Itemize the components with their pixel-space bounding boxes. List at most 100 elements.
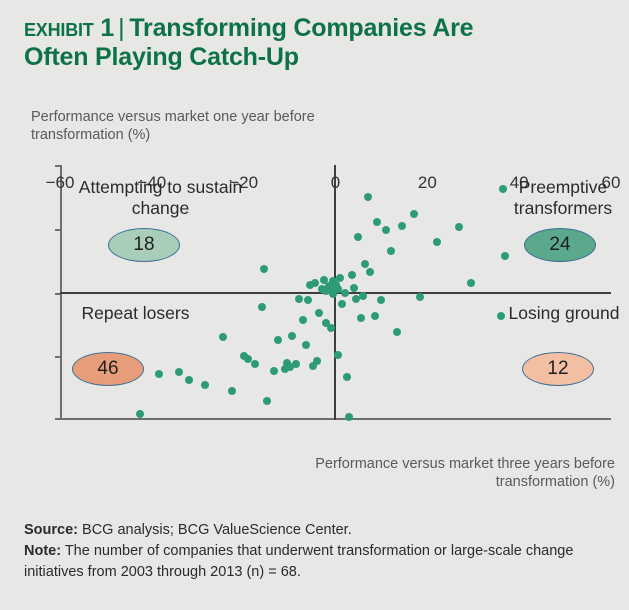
scatter-point: [184, 376, 193, 385]
scatter-point: [336, 274, 345, 283]
scatter-point: [310, 278, 319, 287]
source-text: BCG analysis; BCG ValueScience Center.: [78, 522, 352, 538]
y-tickmark: [55, 418, 60, 420]
x-tick: 20: [417, 173, 437, 192]
title-text-1: Transforming Companies Are: [129, 14, 474, 42]
scatter-point: [285, 363, 294, 372]
quadrant-label-preemptive-transformers: Preemptive transformers: [513, 177, 613, 218]
scatter-point: [260, 264, 269, 273]
scatter-point: [251, 360, 260, 369]
x-tick: −40: [137, 173, 167, 192]
scatter-point: [499, 184, 508, 193]
scatter-point: [416, 293, 425, 302]
quadrant-value-preemptive-transformers: 24: [524, 228, 596, 262]
scatter-point: [175, 368, 184, 377]
scatter-point: [294, 294, 303, 303]
scatter-point: [322, 318, 331, 327]
scatter-point: [372, 218, 381, 227]
exhibit-label: Exhibit 1: [24, 14, 115, 42]
plot-area: −60 −40 −20 0 20 40 60: [46, 165, 620, 421]
scatter-point: [154, 369, 163, 378]
scatter-point: [393, 328, 402, 337]
scatter-point: [283, 358, 292, 367]
scatter-point: [262, 396, 271, 405]
scatter-point: [308, 361, 317, 370]
scatter-point: [363, 192, 372, 201]
footer-notes: Source: BCG analysis; BCG ValueScience C…: [24, 520, 614, 583]
source-line: Source: BCG analysis; BCG ValueScience C…: [24, 520, 614, 541]
scatter-point: [365, 267, 374, 276]
scatter-point: [326, 283, 335, 292]
scatter-point: [359, 291, 368, 300]
y-tickmark: [55, 292, 60, 295]
note-line: Note: The number of companies that under…: [24, 541, 614, 583]
scatter-point: [382, 226, 390, 235]
scatter-point: [136, 409, 145, 418]
title-line-2: Often Playing Catch-Up: [24, 43, 299, 71]
scatter-point: [349, 283, 358, 292]
scatter-point: [455, 223, 464, 232]
scatter-point: [432, 237, 441, 246]
quadrant-label-attempting-to-sustain-change: Attempting to sustain change: [78, 177, 243, 218]
scatter-point: [228, 387, 237, 396]
scatter-point: [258, 302, 267, 311]
scatter-point: [398, 221, 407, 230]
scatter-point: [303, 296, 312, 305]
scatter-point: [501, 251, 510, 260]
scatter-point: [338, 299, 347, 308]
axis-spine-bottom: [60, 418, 611, 420]
scatter-point: [370, 312, 379, 321]
scatter-point: [352, 294, 361, 303]
scatter-point: [326, 323, 335, 332]
page-title: Exhibit 1 | Transforming Companies Are Oft…: [24, 14, 614, 72]
quadrant-value-losing-ground: 12: [522, 352, 594, 386]
x-axis-label: Performance versus market three years be…: [315, 456, 615, 490]
scatter-point: [329, 290, 338, 299]
scatter-point: [239, 352, 248, 361]
scatter-point: [313, 357, 322, 366]
scatter-point: [287, 331, 296, 340]
scatter-point: [269, 366, 278, 375]
scatter-point: [386, 247, 395, 256]
title-divider: |: [118, 14, 125, 42]
scatter-point: [340, 288, 349, 297]
quadrant-label-losing-ground: Losing ground: [508, 303, 620, 323]
y-axis-label: Performance versus market one year befor…: [31, 109, 315, 143]
source-label: Source:: [24, 522, 78, 538]
quadrant-label-repeat-losers: Repeat losers: [81, 303, 190, 323]
y-tickmark: [55, 228, 60, 231]
scatter-point: [322, 286, 331, 295]
scatter-point: [292, 360, 301, 369]
scatter-point: [200, 380, 209, 389]
scatter-point: [320, 275, 329, 284]
scatter-point: [333, 285, 342, 294]
x-tick: 0: [330, 173, 341, 192]
x-tick: 60: [601, 173, 621, 192]
title-line-1: Exhibit 1 | Transforming Companies Are: [24, 14, 614, 43]
scatter-point: [361, 259, 370, 268]
scatter-point: [409, 210, 418, 219]
scatter-point: [354, 232, 363, 241]
quadrant-value-attempting-to-sustain-change: 18: [108, 228, 180, 262]
scatter-point: [331, 280, 340, 289]
scatter-point: [301, 341, 310, 350]
quadrant-value-repeat-losers: 46: [72, 352, 144, 386]
scatter-point: [244, 355, 253, 364]
scatter-point: [306, 280, 315, 289]
scatter-point: [342, 372, 351, 381]
x-tick: −60: [45, 173, 75, 192]
scatter-point: [317, 285, 326, 294]
scatter-point: [347, 270, 356, 279]
scatter-point: [219, 333, 227, 342]
scatter-point: [377, 296, 386, 305]
scatter-point: [466, 278, 475, 287]
scatter-point: [280, 365, 289, 373]
y-tickmark: [55, 165, 60, 167]
scatter-point: [356, 314, 365, 322]
y-tickmark: [55, 356, 60, 359]
scatter-point: [299, 315, 308, 324]
scatter-point: [345, 412, 354, 421]
note-text: The number of companies that underwent t…: [24, 543, 574, 580]
scatter-point: [274, 336, 283, 345]
